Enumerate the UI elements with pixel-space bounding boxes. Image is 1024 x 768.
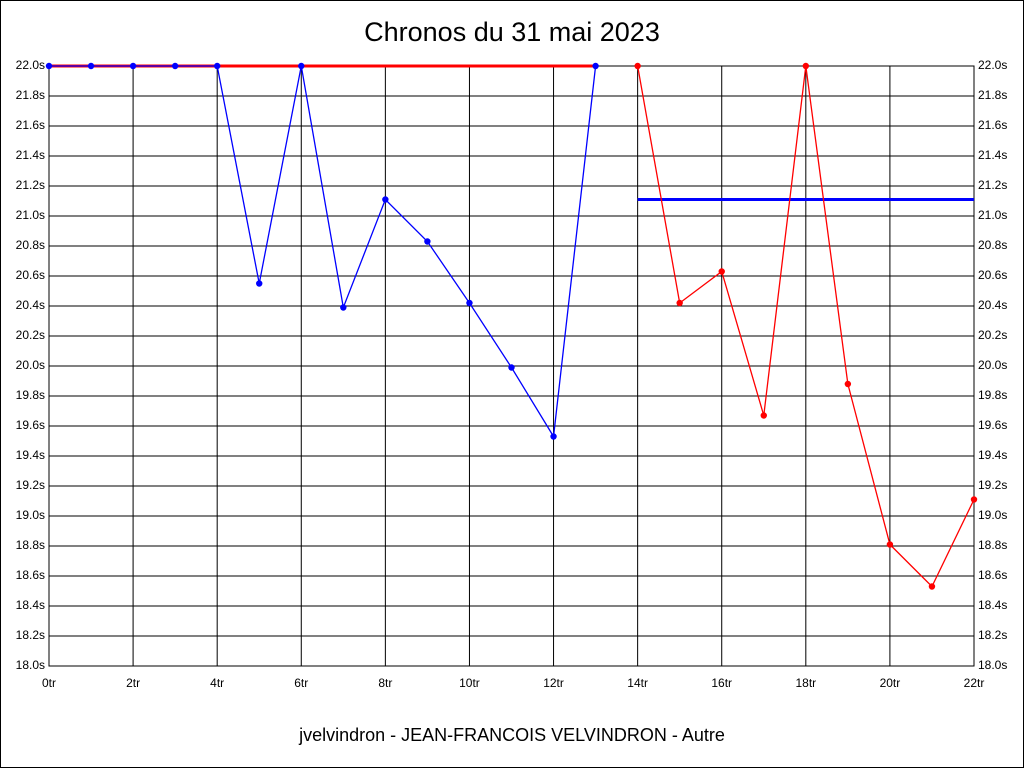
y-tick-label: 18.0s: [16, 658, 45, 672]
point: [256, 280, 263, 287]
y-tick-label: 18.4s: [16, 598, 45, 612]
point: [382, 196, 389, 203]
point: [129, 62, 137, 70]
y-tick-label: 20.4s: [16, 298, 45, 312]
y-tick-label-right: 19.6s: [978, 418, 1007, 432]
x-tick-label: 6tr: [294, 676, 308, 690]
x-tick-label: 4tr: [210, 676, 224, 690]
x-tick-label: 20tr: [880, 676, 901, 690]
y-tick-label-right: 18.2s: [978, 628, 1007, 642]
y-tick-label: 19.6s: [16, 418, 45, 432]
y-tick-label: 19.8s: [16, 388, 45, 402]
y-tick-label: 18.6s: [16, 568, 45, 582]
y-tick-label-right: 21.2s: [978, 178, 1007, 192]
y-tick-label: 18.2s: [16, 628, 45, 642]
point: [171, 62, 179, 70]
y-tick-label: 20.6s: [16, 268, 45, 282]
y-tick-label: 21.2s: [16, 178, 45, 192]
y-tick-label: 19.4s: [16, 448, 45, 462]
y-tick-label: 20.0s: [16, 358, 45, 372]
point: [970, 496, 978, 503]
y-tick-label-right: 21.6s: [978, 118, 1007, 132]
y-tick-label-right: 20.0s: [978, 358, 1007, 372]
x-tick-label: 16tr: [711, 676, 732, 690]
x-tick-label: 10tr: [459, 676, 480, 690]
point: [592, 62, 599, 70]
point: [676, 299, 683, 307]
point: [424, 238, 431, 245]
y-tick-label: 20.2s: [16, 328, 45, 342]
point: [340, 304, 347, 311]
point: [760, 412, 767, 419]
y-tick-label-right: 21.4s: [978, 148, 1007, 162]
y-tick-label-right: 20.4s: [978, 298, 1007, 312]
y-tick-label: 20.8s: [16, 238, 45, 252]
y-tick-label-right: 20.6s: [978, 268, 1007, 282]
x-axis-label: jvelvindron - JEAN-FRANCOIS VELVINDRON -…: [298, 725, 725, 745]
chart-title: Chronos du 31 mai 2023: [364, 17, 660, 47]
y-tick-label-right: 21.8s: [978, 88, 1007, 102]
y-tick-label-right: 18.0s: [978, 658, 1007, 672]
y-tick-label: 21.4s: [16, 148, 45, 162]
y-tick-label-right: 19.8s: [978, 388, 1007, 402]
y-tick-label-right: 19.2s: [978, 478, 1007, 492]
y-tick-label: 19.2s: [16, 478, 45, 492]
x-tick-label: 18tr: [795, 676, 816, 690]
point: [45, 62, 53, 70]
y-tick-label-right: 18.6s: [978, 568, 1007, 582]
y-tick-label: 21.6s: [16, 118, 45, 132]
x-tick-label: 0tr: [42, 676, 56, 690]
point: [213, 62, 221, 70]
x-tick-label: 12tr: [543, 676, 564, 690]
point: [844, 380, 852, 388]
series-line: [49, 65, 597, 439]
y-tick-label-right: 22.0s: [978, 58, 1007, 72]
point: [718, 268, 725, 275]
x-tick-label: 14tr: [627, 676, 648, 690]
y-tick-label-right: 21.0s: [978, 208, 1007, 222]
y-tick-label: 18.8s: [16, 538, 45, 552]
y-tick-label-right: 20.8s: [978, 238, 1007, 252]
point: [508, 364, 515, 371]
y-tick-label-right: 18.8s: [978, 538, 1007, 552]
y-tick-label: 21.8s: [16, 88, 45, 102]
point: [928, 583, 936, 590]
point: [466, 299, 473, 307]
point: [634, 62, 641, 70]
y-tick-label-right: 19.4s: [978, 448, 1007, 462]
y-tick-label: 22.0s: [16, 58, 45, 72]
point: [550, 433, 557, 440]
point: [298, 62, 305, 70]
y-tick-label-right: 20.2s: [978, 328, 1007, 342]
y-tick-label: 19.0s: [16, 508, 45, 522]
y-tick-label-right: 19.0s: [978, 508, 1007, 522]
point: [886, 541, 894, 548]
y-tick-label: 21.0s: [16, 208, 45, 222]
y-tick-label-right: 18.4s: [978, 598, 1007, 612]
x-tick-label: 2tr: [126, 676, 140, 690]
x-tick-label: 22tr: [964, 676, 985, 690]
point: [802, 62, 810, 70]
x-tick-label: 8tr: [378, 676, 392, 690]
point: [87, 62, 95, 70]
